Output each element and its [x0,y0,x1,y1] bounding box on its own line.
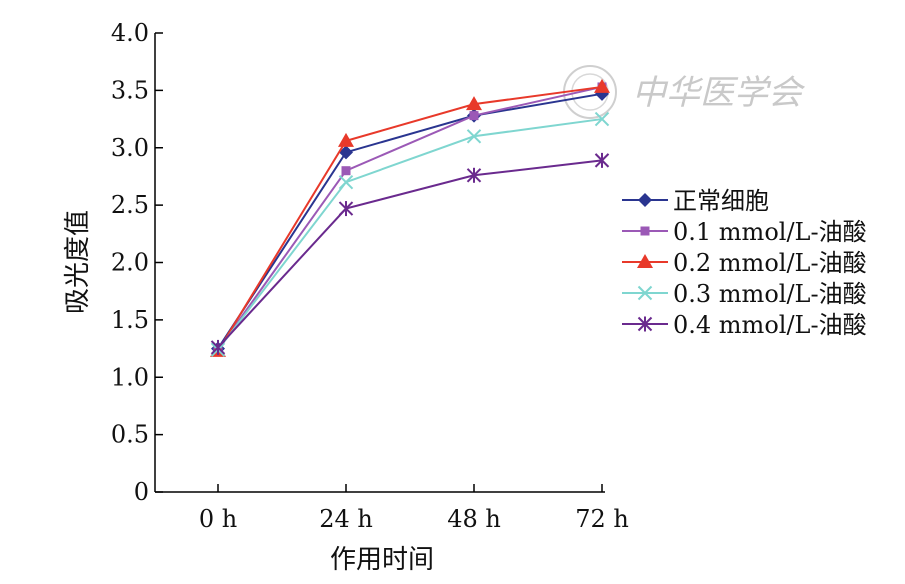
y-tick-label: 0.5 [111,421,149,449]
series [210,152,610,355]
x-tick-label: 24 h [319,505,373,533]
series-layer [210,78,610,357]
data-point [338,174,354,190]
series-line [217,118,603,351]
data-point [338,132,354,147]
legend-item: 0.4 mmol/L-油酸 [622,311,867,339]
data-point [338,201,354,217]
series [210,111,610,357]
data-point [339,145,353,160]
data-point [637,316,653,332]
legend-item: 正常细胞 [622,187,769,215]
data-point [466,129,482,144]
x-axis-title: 作用时间 [330,545,434,575]
x-tick-label: 0 h [199,505,237,533]
data-point [466,167,482,183]
data-point [594,111,610,127]
legend-label: 0.2 mmol/L-油酸 [673,249,867,277]
watermark: 中华医学会 [563,65,806,119]
data-point [594,152,610,168]
data-point [637,285,653,301]
legend: 正常细胞 0.1 mmol/L-油酸 0.2 mmol/L-油酸 0.3 mmol/L… [622,187,867,339]
series-line [217,92,603,350]
y-tick-label: 2.0 [111,249,149,277]
y-axis-title: 吸光度值 [63,210,93,314]
data-point [469,111,479,121]
legend-item: 0.3 mmol/L-油酸 [622,280,867,308]
x-tick-label: 72 h [575,505,629,533]
y-tick-label: 3.5 [111,76,149,104]
data-point [210,339,226,355]
legend-item: 0.2 mmol/L-油酸 [622,249,867,277]
y-tick-label: 0 [134,478,149,506]
legend-item: 0.1 mmol/L-油酸 [622,218,867,246]
data-point [640,226,650,236]
axes: 0 0.5 1.0 1.5 2.0 2.5 3.0 3.5 4.0 0 h 24 h 48 h 72 h [111,19,629,533]
y-tick-label: 4.0 [111,19,149,47]
data-point [341,166,351,176]
y-tick-label: 1.0 [111,363,149,391]
y-tick-label: 1.5 [111,306,149,334]
data-point [638,193,652,207]
series-line [217,159,603,349]
y-tick-label: 3.0 [111,134,149,162]
data-point [594,78,610,93]
data-point [637,254,653,268]
series [210,78,610,357]
x-tick-label: 48 h [447,505,501,533]
legend-label: 0.1 mmol/L-油酸 [673,218,867,246]
watermark-text: 中华医学会 [632,73,806,113]
legend-label: 0.3 mmol/L-油酸 [673,280,867,308]
series-line [217,85,603,352]
legend-label: 0.4 mmol/L-油酸 [673,311,867,339]
series-line [217,85,603,351]
data-point [466,96,482,111]
legend-label: 正常细胞 [673,187,769,215]
y-tick-label: 2.5 [111,191,149,219]
